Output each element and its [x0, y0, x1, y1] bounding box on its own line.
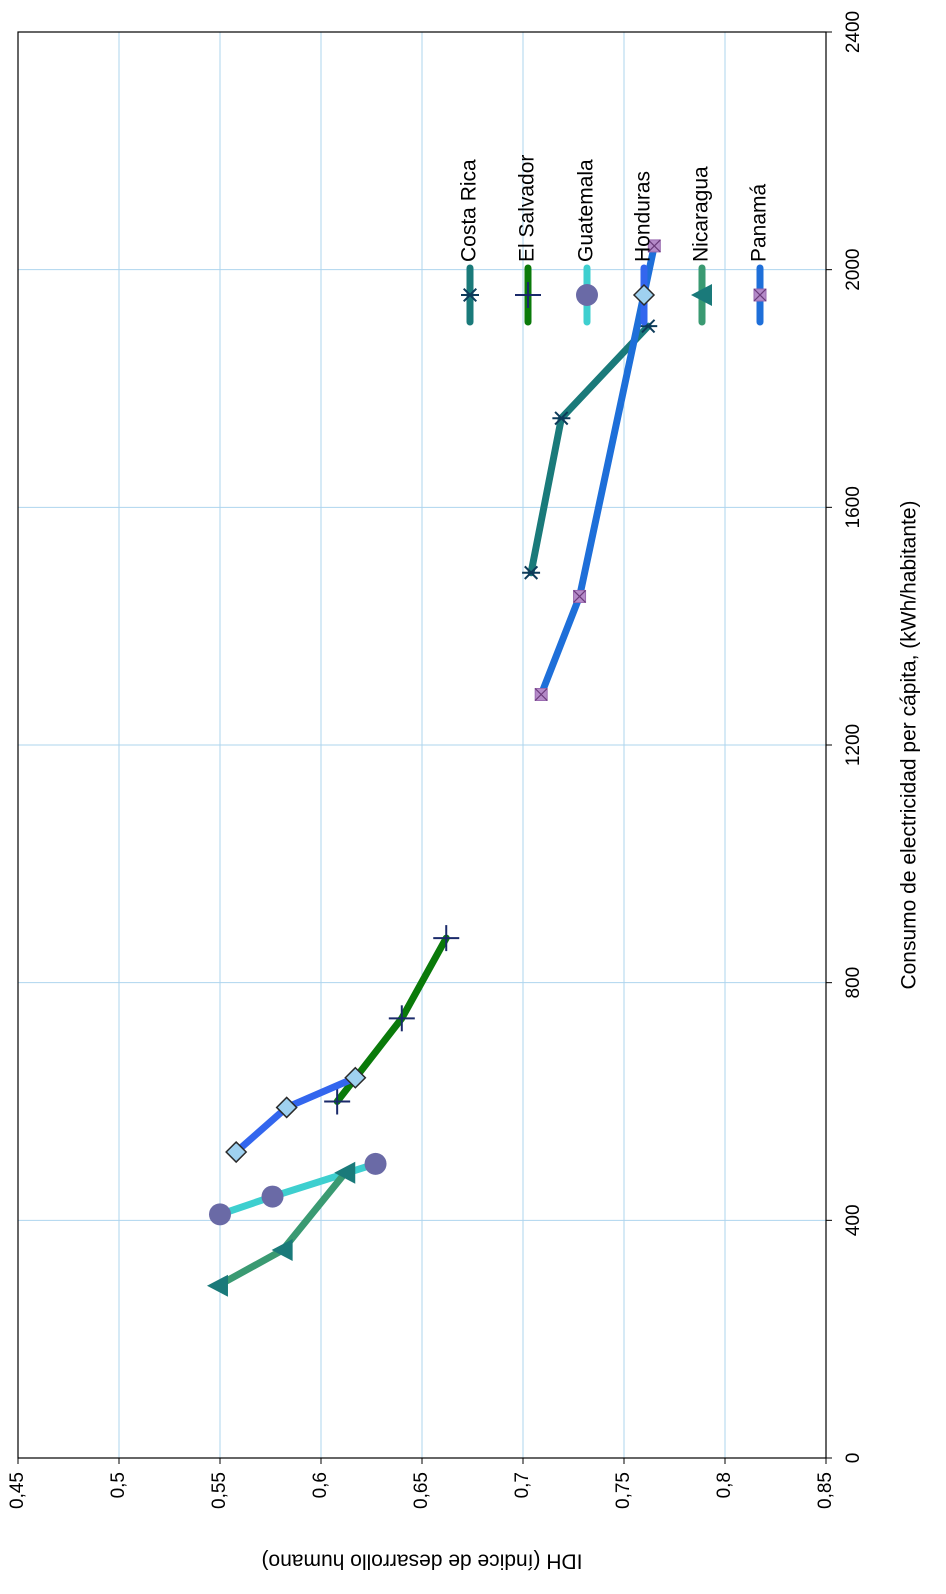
data-point [225, 1140, 248, 1164]
data-point [334, 1161, 356, 1184]
y-tick-label: 0,6 [310, 1472, 331, 1498]
legend-item: Guatemala [575, 159, 598, 326]
ticks: 0 400 800 1200 1600 2000 2400 0,45 0,5 0,55 0,6 0,6… [7, 11, 864, 1509]
series-group [206, 239, 661, 1297]
legend-item: Honduras [632, 171, 656, 326]
legend-item: Panamá [748, 183, 771, 326]
series-3 [225, 1066, 367, 1164]
series-5 [534, 239, 661, 701]
data-point [271, 1239, 293, 1262]
x-tick-label: 2400 [843, 11, 864, 53]
data-point [344, 1066, 367, 1089]
legend-marker [753, 288, 767, 302]
x-tick-label: 2000 [843, 249, 864, 291]
series-0 [522, 319, 658, 580]
legend-item: Costa Rica [458, 159, 481, 326]
legend-marker [515, 282, 541, 308]
legend-marker [461, 287, 479, 303]
legend: Costa Rica El Salvador Guatemala Honduras Ni… [458, 155, 771, 326]
data-point [522, 565, 541, 580]
legend-label: Honduras [632, 171, 655, 262]
y-tick-label: 0,65 [411, 1472, 432, 1509]
x-tick-label: 400 [843, 1204, 864, 1236]
legend-item: El Salvador [515, 155, 541, 326]
legend-marker [576, 284, 598, 306]
x-axis-title: Consumo de electricidad per cápita, (kWh… [898, 500, 921, 989]
data-point [324, 1088, 351, 1115]
x-tick-label: 1600 [843, 486, 864, 528]
y-tick-label: 0,85 [815, 1472, 836, 1509]
data-point [534, 687, 548, 701]
y-tick-label: 0,75 [613, 1472, 634, 1509]
data-point [388, 1005, 415, 1032]
y-tick-label: 0,45 [7, 1472, 28, 1509]
data-point [647, 239, 661, 253]
y-tick-label: 0,7 [512, 1472, 533, 1498]
legend-marker [632, 283, 656, 307]
data-point [261, 1185, 284, 1208]
data-point [209, 1203, 231, 1226]
legend-label: Nicaragua [690, 166, 713, 262]
data-point [573, 589, 587, 603]
legend-label: Panamá [748, 183, 771, 262]
data-point [275, 1096, 298, 1119]
y-axis-title: IDH (índice de desarrollo humano) [262, 1549, 583, 1572]
data-point [433, 925, 460, 952]
x-tick-label: 0 [843, 1453, 864, 1464]
x-tick-label: 800 [843, 967, 864, 999]
legend-marker [691, 284, 712, 306]
y-tick-label: 0,55 [209, 1472, 230, 1509]
series-4 [206, 1161, 356, 1297]
y-tick-label: 0,5 [108, 1472, 129, 1498]
legend-label: El Salvador [516, 155, 539, 262]
x-tick-label: 1200 [843, 724, 864, 766]
legend-label: Costa Rica [458, 159, 481, 262]
y-tick-label: 0,8 [714, 1472, 735, 1498]
data-point [552, 411, 571, 426]
legend-label: Guatemala [575, 159, 598, 262]
legend-item: Nicaragua [690, 166, 713, 326]
data-point [364, 1152, 387, 1175]
data-point [206, 1274, 228, 1297]
